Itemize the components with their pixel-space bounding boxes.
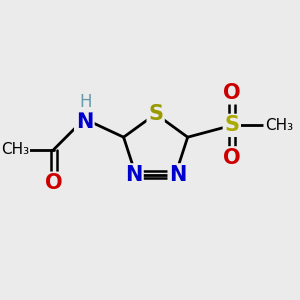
Text: O: O: [223, 83, 241, 103]
Text: N: N: [169, 165, 187, 185]
Text: H: H: [79, 93, 92, 111]
Text: N: N: [125, 165, 142, 185]
Text: S: S: [148, 104, 163, 124]
Text: O: O: [223, 148, 241, 168]
Text: CH₃: CH₃: [265, 118, 293, 133]
Text: O: O: [45, 173, 62, 193]
Text: CH₃: CH₃: [1, 142, 29, 157]
Text: N: N: [76, 112, 93, 133]
Text: S: S: [224, 116, 239, 135]
